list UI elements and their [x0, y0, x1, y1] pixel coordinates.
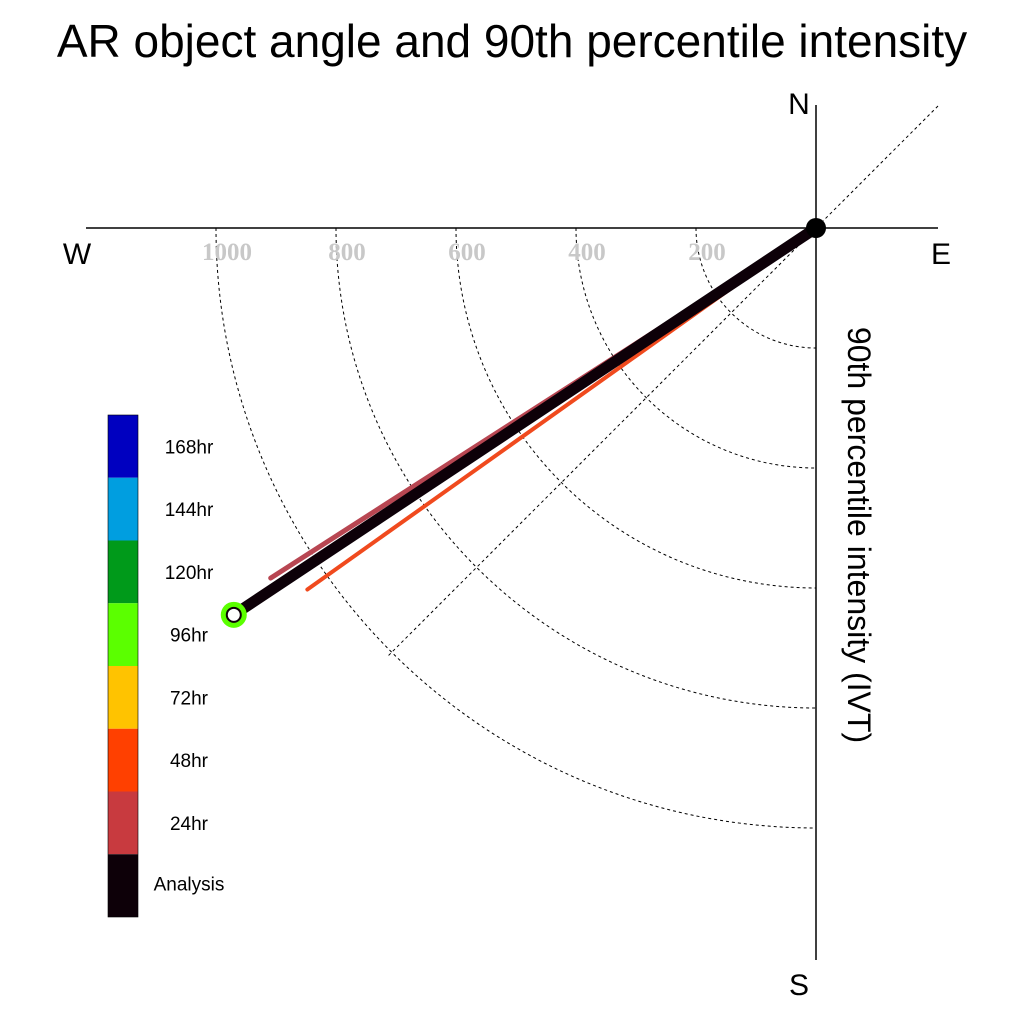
legend-swatch-168hr: [108, 415, 138, 478]
series-vectors: [220, 218, 826, 628]
legend-label-96hr: 96hr: [170, 626, 209, 647]
radial-tick-label-800: 800: [328, 239, 366, 266]
legend-label-120hr: 120hr: [165, 563, 214, 584]
grid-arc-600: [455, 227, 817, 589]
radial-tick-label-200: 200: [688, 239, 726, 266]
legend-swatch-24hr: [108, 791, 138, 855]
legend-label-analysis: Analysis: [154, 875, 225, 896]
legend-swatch-96hr: [108, 603, 138, 666]
compass-north-label: N: [788, 88, 810, 121]
origin-marker: [806, 218, 826, 238]
y-axis-label: 90th percentile intensity (IVT): [841, 327, 877, 743]
vector-endpoint-analysis: [225, 606, 242, 623]
compass-south-label: S: [789, 969, 809, 1002]
grid-diagonal-45: [386, 105, 939, 658]
legend-label-168hr: 168hr: [165, 437, 214, 458]
legend-swatch-72hr: [108, 666, 138, 729]
legend-swatch-analysis: [108, 854, 138, 917]
legend-label-48hr: 48hr: [170, 751, 209, 772]
radial-tick-label-400: 400: [568, 239, 606, 266]
grid-arc-1000: [215, 227, 817, 829]
radial-tick-labels: 200 400 600 800 1000: [202, 239, 726, 266]
legend-label-24hr: 24hr: [170, 814, 209, 835]
legend-label-144hr: 144hr: [165, 500, 214, 521]
legend-outline: [107, 414, 139, 918]
legend-swatch-48hr: [108, 728, 138, 792]
legend-swatch-144hr: [108, 477, 138, 541]
legend: 168hr 144hr 120hr 96hr 72hr 48hr 24hr Analysis: [107, 414, 225, 918]
chart-title: AR object angle and 90th percentile inte…: [57, 15, 967, 67]
radial-tick-label-1000: 1000: [202, 239, 252, 266]
compass-west-label: W: [63, 238, 92, 271]
compass-east-label: E: [931, 238, 951, 271]
vector-analysis: [228, 222, 822, 621]
legend-swatch-120hr: [108, 540, 138, 604]
grid-arc-200: [695, 227, 817, 349]
polar-grid: [215, 105, 939, 829]
legend-label-72hr: 72hr: [170, 688, 209, 709]
grid-arc-400: [575, 227, 817, 469]
radial-tick-label-600: 600: [448, 239, 486, 266]
